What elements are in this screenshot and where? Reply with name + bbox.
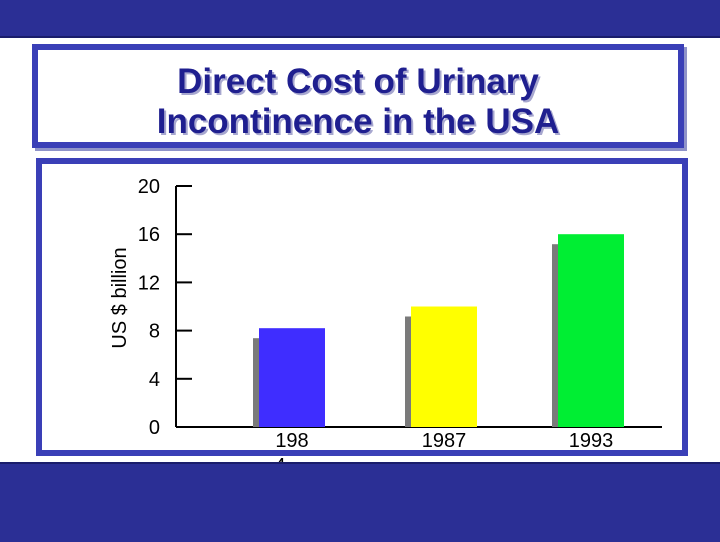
y-tick-label: 16 (138, 224, 160, 246)
slide-title-line2: Incontinence in the USA (156, 102, 560, 141)
slide-title-line1: Direct Cost of Urinary (177, 62, 539, 101)
x-tick-label-1993: 1993 (569, 430, 614, 452)
bar-1987 (411, 306, 477, 427)
y-tick-label: 4 (149, 369, 160, 391)
slide-title: Direct Cost of Urinary Incontinence in t… (38, 62, 678, 142)
x-tick-label-1987: 1987 (422, 430, 467, 452)
y-tick-label: 8 (149, 321, 160, 343)
y-axis-label: US $ billion (109, 247, 131, 348)
title-panel-inner: Direct Cost of Urinary Incontinence in t… (38, 50, 678, 142)
x-tick-label-1984: 198 (275, 430, 308, 452)
y-tick-label: 20 (138, 176, 160, 198)
bottom-band (0, 462, 720, 542)
y-tick-label: 12 (138, 272, 160, 294)
top-band (0, 0, 720, 38)
y-axis-ticks: 20 16 12 8 4 0 (138, 176, 192, 439)
bar-1984 (259, 328, 325, 427)
bar-1993 (558, 234, 624, 427)
bars-group (253, 234, 624, 427)
title-panel: Direct Cost of Urinary Incontinence in t… (32, 44, 684, 148)
y-tick-label: 0 (149, 417, 160, 439)
